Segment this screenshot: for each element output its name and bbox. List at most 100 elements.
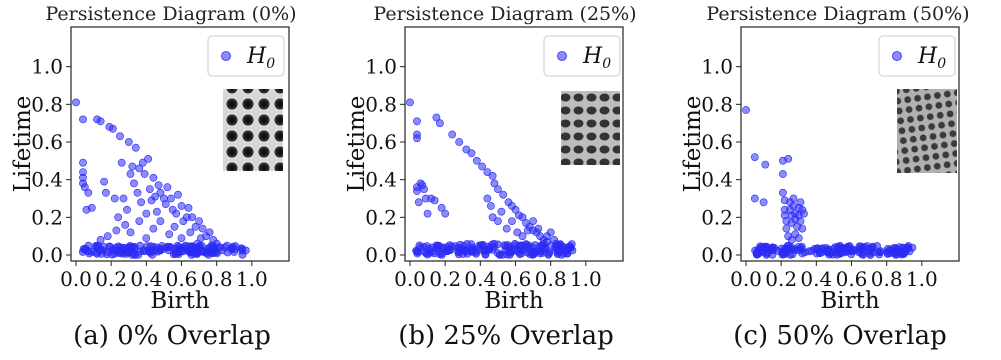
data-point <box>813 245 821 253</box>
y-tick-label: 0.2 <box>31 205 63 229</box>
data-point <box>472 156 481 165</box>
data-point <box>165 230 174 239</box>
data-point <box>855 245 864 254</box>
data-point <box>499 190 508 199</box>
data-point <box>174 245 183 254</box>
data-point <box>789 194 798 203</box>
data-point <box>96 117 105 126</box>
legend-box: H0 <box>543 35 621 77</box>
data-point <box>196 234 205 242</box>
y-tick-label: 0.2 <box>365 205 397 229</box>
y-ticks: 0.0 0.2 0.4 0.6 0.8 1.0 <box>365 55 405 267</box>
data-point <box>188 213 196 222</box>
data-point <box>490 239 498 248</box>
data-point <box>545 248 554 257</box>
data-point <box>140 170 149 178</box>
data-point <box>455 138 464 146</box>
data-point <box>454 244 463 253</box>
data-point <box>486 202 495 210</box>
data-point <box>432 243 441 252</box>
data-point <box>432 113 441 122</box>
x-tick-label: 0.4 <box>464 267 496 291</box>
x-tick-label: 0.8 <box>871 267 903 291</box>
data-point <box>230 245 239 254</box>
data-point <box>779 170 787 178</box>
data-point <box>186 228 195 237</box>
x-tick-label: 0.8 <box>535 267 567 291</box>
chart-title: Persistence Diagram (50%) <box>706 3 969 25</box>
panel-b: Persistence Diagram (25%) 0.0 0.2 0.4 0.6 0.… <box>344 3 637 351</box>
data-point <box>497 207 506 216</box>
data-point <box>435 119 444 128</box>
data-point <box>174 190 182 199</box>
points-layer <box>406 98 577 259</box>
data-point <box>131 251 140 259</box>
data-point <box>100 177 108 186</box>
data-point <box>467 149 476 158</box>
data-point <box>467 247 476 256</box>
y-axis-label: Lifetime <box>10 96 36 193</box>
x-ticks: 0.0 0.2 0.4 0.6 0.8 1.0 <box>394 261 602 291</box>
data-point <box>116 132 124 141</box>
data-point <box>154 181 163 190</box>
data-point <box>138 158 147 167</box>
x-tick-label: 0.4 <box>800 267 832 291</box>
data-point <box>207 241 216 250</box>
data-point <box>216 243 225 252</box>
data-point <box>782 224 791 233</box>
data-point <box>413 117 421 126</box>
x-ticks: 0.0 0.2 0.4 0.6 0.8 1.0 <box>60 261 268 291</box>
data-point <box>412 247 421 256</box>
data-point <box>566 243 575 252</box>
data-point <box>149 224 158 233</box>
chart-title: Persistence Diagram (25%) <box>373 3 636 25</box>
data-point <box>522 240 530 249</box>
data-point <box>414 198 423 207</box>
legend-label: H0 <box>582 44 611 72</box>
data-point <box>794 246 803 255</box>
y-ticks: 0.0 0.2 0.4 0.6 0.8 1.0 <box>701 55 741 267</box>
y-ticks: 0.0 0.2 0.4 0.6 0.8 1.0 <box>31 55 71 267</box>
data-point <box>198 224 207 233</box>
x-axis-label: Birth <box>150 288 209 314</box>
chart-title: Persistence Diagram (0%) <box>45 3 296 25</box>
data-point <box>161 200 170 208</box>
data-point <box>823 246 832 255</box>
y-axis-label: Lifetime <box>680 96 706 193</box>
data-point <box>96 235 105 244</box>
data-point <box>195 217 203 225</box>
data-point <box>779 188 787 197</box>
data-point <box>529 217 537 225</box>
y-tick-label: 0.8 <box>31 92 63 116</box>
x-tick-label: 0.6 <box>836 267 868 291</box>
x-tick-label: 1.0 <box>906 267 938 291</box>
data-point <box>437 203 446 212</box>
x-axis-label: Birth <box>484 288 543 314</box>
data-point <box>79 158 87 167</box>
data-point <box>781 245 789 253</box>
x-tick-label: 0.4 <box>130 267 162 291</box>
data-point <box>768 250 777 259</box>
x-axis-label: Birth <box>820 288 879 314</box>
x-tick-label: 1.0 <box>570 267 602 291</box>
data-point <box>223 241 232 250</box>
panel-a: Persistence Diagram (0%) 0.0 0.2 0.4 0.6 0.8… <box>10 3 297 351</box>
data-point <box>151 192 159 201</box>
data-point <box>761 160 770 169</box>
data-point <box>761 243 770 252</box>
data-point <box>135 217 144 225</box>
x-tick-label: 0.6 <box>166 267 198 291</box>
data-point <box>85 249 94 258</box>
legend-marker <box>221 51 231 61</box>
data-point <box>448 130 457 139</box>
data-point <box>177 234 186 242</box>
data-point <box>493 249 502 258</box>
panel-c: Persistence Diagram (50%) 0.0 0.2 0.4 0.6 0.… <box>680 3 970 351</box>
data-point <box>513 228 522 237</box>
data-point <box>128 162 137 171</box>
data-point <box>750 194 759 203</box>
data-point <box>892 248 900 256</box>
data-point <box>116 249 124 257</box>
data-point <box>883 244 892 253</box>
data-point <box>123 205 131 214</box>
